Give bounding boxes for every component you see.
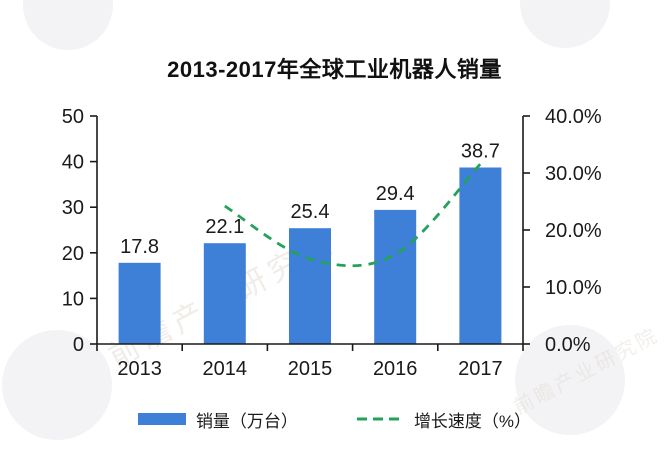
right-axis-tick-label: 40.0%	[545, 106, 602, 128]
x-axis-category-label: 2013	[117, 358, 162, 380]
line-series-swatch	[356, 417, 403, 421]
x-axis-category-label: 2014	[203, 358, 248, 380]
right-axis-tick-label: 0.0%	[545, 334, 591, 356]
bar-value-label-2016: 29.4	[376, 183, 415, 205]
legend-item-sales: 销量（万台）	[137, 407, 298, 432]
legend: 销量（万台） 增长速度（%）	[0, 404, 669, 434]
bar-value-label-2017: 38.7	[461, 141, 500, 163]
left-axis-tick-label: 20	[62, 243, 84, 265]
x-axis-category-label: 2016	[373, 358, 418, 380]
bar-2016	[374, 209, 417, 344]
bar-2015	[289, 228, 331, 344]
bar-value-label-2013: 17.8	[120, 236, 159, 258]
left-axis-tick-label: 10	[62, 288, 84, 310]
watermark-logo-bottom-left	[2, 330, 112, 440]
bar-series-swatch	[137, 413, 186, 425]
legend-item-growth: 增长速度（%）	[356, 407, 531, 432]
bar-2017	[459, 167, 502, 344]
right-axis-tick-label: 30.0%	[545, 163, 602, 185]
growth-rate-line	[224, 162, 482, 268]
right-axis-tick-label: 20.0%	[545, 220, 602, 242]
chart-title: 2013-2017年全球工业机器人销量	[167, 57, 502, 82]
bar-2014	[203, 243, 246, 344]
bar-value-label-2014: 22.1	[205, 216, 244, 238]
left-axis-tick-label: 40	[62, 152, 84, 174]
legend-label-sales: 销量（万台）	[195, 411, 298, 431]
x-axis-category-label: 2015	[288, 358, 333, 380]
left-axis-tick-label: 0	[73, 334, 84, 356]
legend-label-growth: 增长速度（%）	[413, 411, 532, 431]
watermark-logo-bottom-right	[515, 325, 625, 435]
bar-value-label-2015: 25.4	[291, 201, 330, 223]
left-axis-tick-label: 30	[62, 197, 84, 219]
x-axis-category-label: 2017	[458, 358, 503, 380]
bar-2013	[118, 262, 161, 344]
right-axis-tick-label: 10.0%	[545, 277, 602, 299]
left-axis-tick-label: 50	[62, 106, 84, 128]
